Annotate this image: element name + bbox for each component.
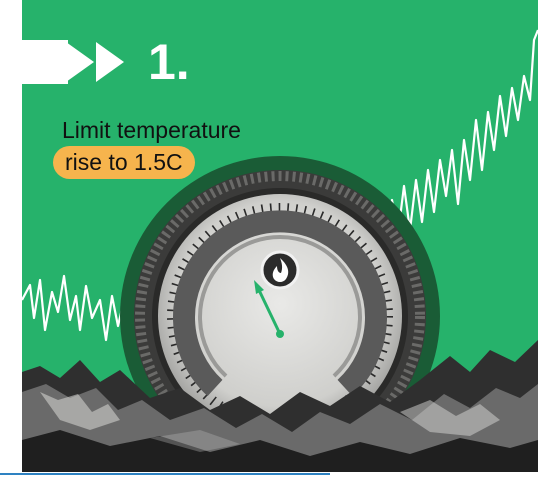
bottom-accent-line <box>0 473 330 475</box>
step-number: 1. <box>148 34 190 90</box>
mountain-range <box>22 340 538 472</box>
flame-icon <box>260 250 300 290</box>
step-bar <box>0 40 68 84</box>
headline-line-2-highlight: rise to 1.5C <box>53 146 195 179</box>
bottom-strip <box>0 472 538 478</box>
temperature-line <box>22 29 538 342</box>
temperature-gauge <box>120 156 440 472</box>
double-play-arrow-icon <box>66 42 124 82</box>
left-margin <box>0 0 22 478</box>
headline-line-1: Limit temperature <box>62 117 241 143</box>
